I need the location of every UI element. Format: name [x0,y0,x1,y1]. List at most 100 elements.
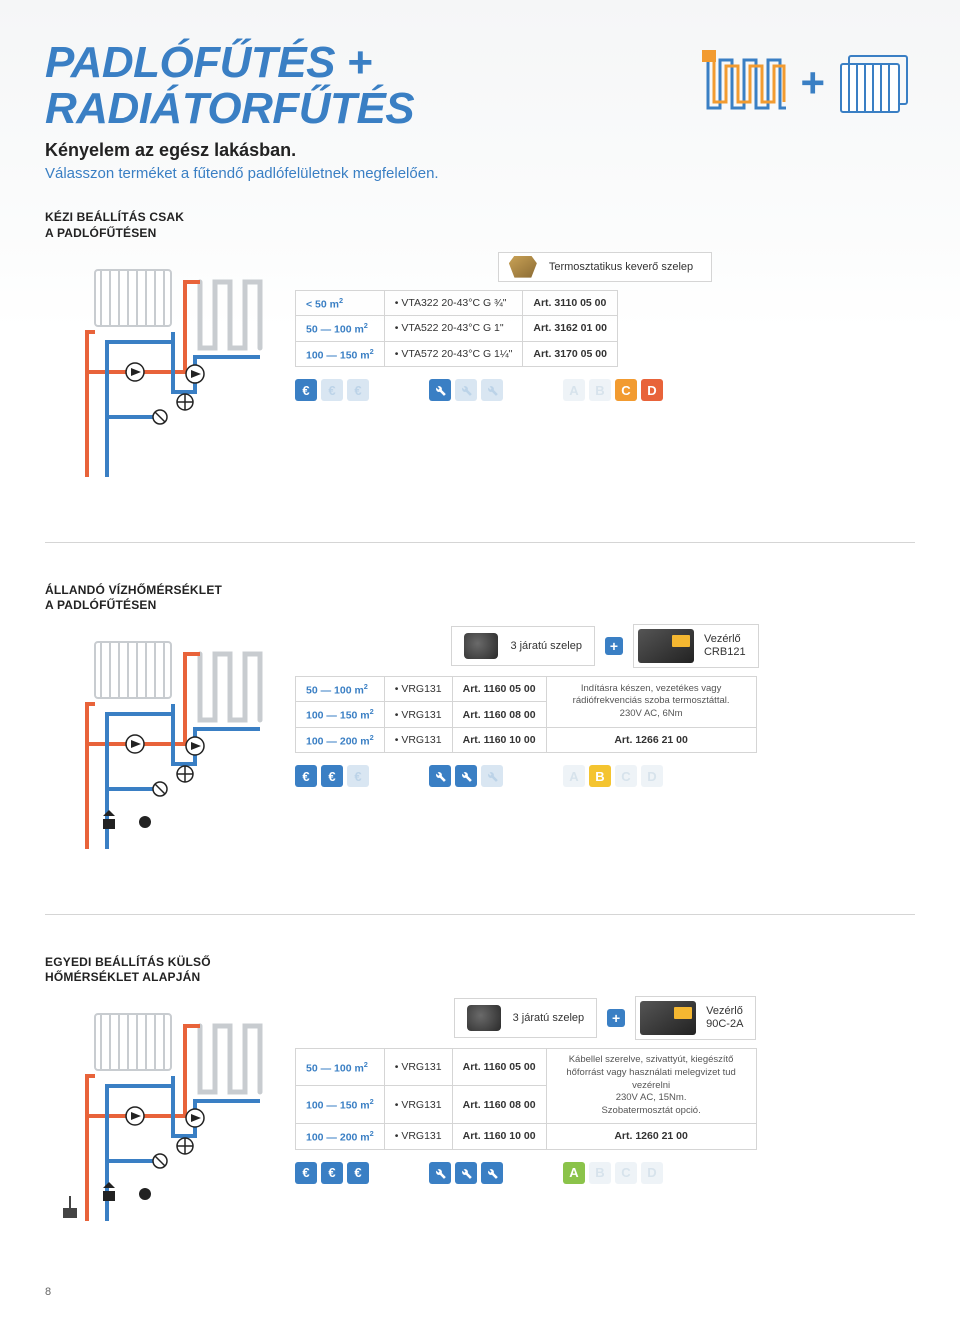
art-cell: Art. 1160 10 00 [452,727,546,753]
section-title: EGYEDI BEÁLLÍTÁS KÜLSŐHŐMÉRSÉKLET ALAPJÁ… [45,955,915,986]
controller-art: Art. 1266 21 00 [546,727,756,753]
rating-D: D [641,1162,663,1184]
spec-table: < 50 m2 • VTA322 20-43°C G ¾" Art. 3110 … [295,290,618,368]
page-title: PADLÓFŰTÉS + RADIÁTORFŰTÉS [45,40,414,132]
product-cell: • VRG131 [384,1048,452,1086]
rating-C: C [615,1162,637,1184]
controller-thumb-icon [640,1001,696,1035]
area-cell: 50 — 100 m2 [296,1048,385,1086]
valve-label-text: 3 járatú szelep [513,1012,585,1024]
euro-icon: € [347,1162,369,1184]
section-divider [45,914,915,915]
area-cell: 100 — 150 m2 [296,341,385,367]
wrench-icon [481,379,503,401]
wrench-icon [429,765,451,787]
section-0: KÉZI BEÁLLÍTÁS CSAKA PADLÓFŰTÉSEN [45,210,915,491]
euro-icon: € [321,765,343,787]
page-header: PADLÓFŰTÉS + RADIÁTORFŰTÉS + [45,40,915,132]
art-cell: Art. 3170 05 00 [523,341,618,367]
radiator-icon [835,50,915,116]
controller-name: Vezérlő 90C-2A [706,1005,743,1031]
cost-icons: €€€ [295,379,369,401]
section-title: KÉZI BEÁLLÍTÁS CSAKA PADLÓFŰTÉSEN [45,210,915,241]
area-cell: 100 — 150 m2 [296,1086,385,1124]
valve-label: 3 járatú szelep [454,998,598,1038]
install-icons [429,765,503,787]
product-cell: • VRG131 [384,1124,452,1150]
spec-row: 50 — 100 m2 • VRG131 Art. 1160 05 00 Káb… [296,1048,757,1086]
art-cell: Art. 3110 05 00 [523,290,618,316]
section-divider [45,542,915,543]
wrench-icon [481,1162,503,1184]
plus-badge-icon: + [605,637,623,655]
rating-B: B [589,765,611,787]
spec-table: 50 — 100 m2 • VRG131 Art. 1160 05 00 Ind… [295,676,757,754]
floor-coil-icon [702,50,790,116]
controller-desc: Kábellel szerelve, szivattyút, kiegészít… [546,1048,756,1123]
controller-label: Vezérlő 90C-2A [635,996,756,1040]
euro-icon: € [347,379,369,401]
subtitle: Kényelem az egész lakásban. [45,140,915,161]
art-cell: Art. 1160 05 00 [452,1048,546,1086]
schematic-diagram [45,624,275,859]
controller-thumb-icon [638,629,694,663]
controller-desc: Indításra készen, vezetékes vagy rádiófr… [546,676,756,727]
spec-table: 50 — 100 m2 • VRG131 Art. 1160 05 00 Káb… [295,1048,757,1150]
diagram [45,624,275,864]
wrench-icon [481,765,503,787]
spec-row: 100 — 200 m2 • VRG131 Art. 1160 10 00 Ar… [296,1124,757,1150]
spec-row: 50 — 100 m2 • VTA522 20-43°C G 1" Art. 3… [296,316,618,342]
valve-label-text: 3 járatú szelep [510,640,582,652]
product-cell: • VTA322 20-43°C G ¾" [384,290,523,316]
rating-icons: ABCD [563,1162,663,1184]
euro-icon: € [295,1162,317,1184]
euro-icon: € [295,379,317,401]
area-cell: 100 — 200 m2 [296,727,385,753]
product-cell: • VRG131 [384,727,452,753]
title-line2: RADIÁTORFŰTÉS [45,84,414,133]
spec-row: < 50 m2 • VTA322 20-43°C G ¾" Art. 3110 … [296,290,618,316]
rating-D: D [641,765,663,787]
wrench-icon [455,379,477,401]
area-cell: < 50 m2 [296,290,385,316]
valve-label: Termosztatikus keverő szelep [498,252,712,282]
area-cell: 50 — 100 m2 [296,316,385,342]
wrench-icon [429,1162,451,1184]
title-line1: PADLÓFŰTÉS + [45,38,372,87]
diagram [45,996,275,1236]
valve-thumb-icon [464,633,498,659]
icon-strip: €€€ ABCD [295,379,915,401]
schematic-diagram [45,996,275,1231]
art-cell: Art. 1160 05 00 [452,676,546,702]
wrench-icon [455,765,477,787]
section-2: EGYEDI BEÁLLÍTÁS KÜLSŐHŐMÉRSÉKLET ALAPJÁ… [45,955,915,1236]
art-cell: Art. 1160 08 00 [452,702,546,728]
product-cell: • VTA522 20-43°C G 1" [384,316,523,342]
valve-label: 3 járatú szelep [451,626,595,666]
product-cell: • VRG131 [384,1086,452,1124]
rating-icons: ABCD [563,765,663,787]
cost-icons: €€€ [295,1162,369,1184]
rating-D: D [641,379,663,401]
schematic-diagram [45,252,275,487]
controller-label: Vezérlő CRB121 [633,624,759,668]
art-cell: Art. 3162 01 00 [523,316,618,342]
install-icons [429,1162,503,1184]
rating-C: C [615,765,637,787]
product-cell: • VRG131 [384,676,452,702]
wrench-icon [429,379,451,401]
rating-A: A [563,1162,585,1184]
plus-badge-icon: + [607,1009,625,1027]
icon-strip: €€€ ABCD [295,1162,915,1184]
euro-icon: € [295,765,317,787]
section-title: ÁLLANDÓ VÍZHŐMÉRSÉKLETA PADLÓFŰTÉSEN [45,583,915,614]
euro-icon: € [321,379,343,401]
area-cell: 100 — 150 m2 [296,702,385,728]
section-1: ÁLLANDÓ VÍZHŐMÉRSÉKLETA PADLÓFŰTÉSEN [45,583,915,864]
product-cell: • VTA572 20-43°C G 1¼" [384,341,523,367]
area-cell: 100 — 200 m2 [296,1124,385,1150]
rating-B: B [589,379,611,401]
rating-B: B [589,1162,611,1184]
valve-thumb-icon [467,1005,501,1031]
page-number: 8 [45,1286,915,1298]
